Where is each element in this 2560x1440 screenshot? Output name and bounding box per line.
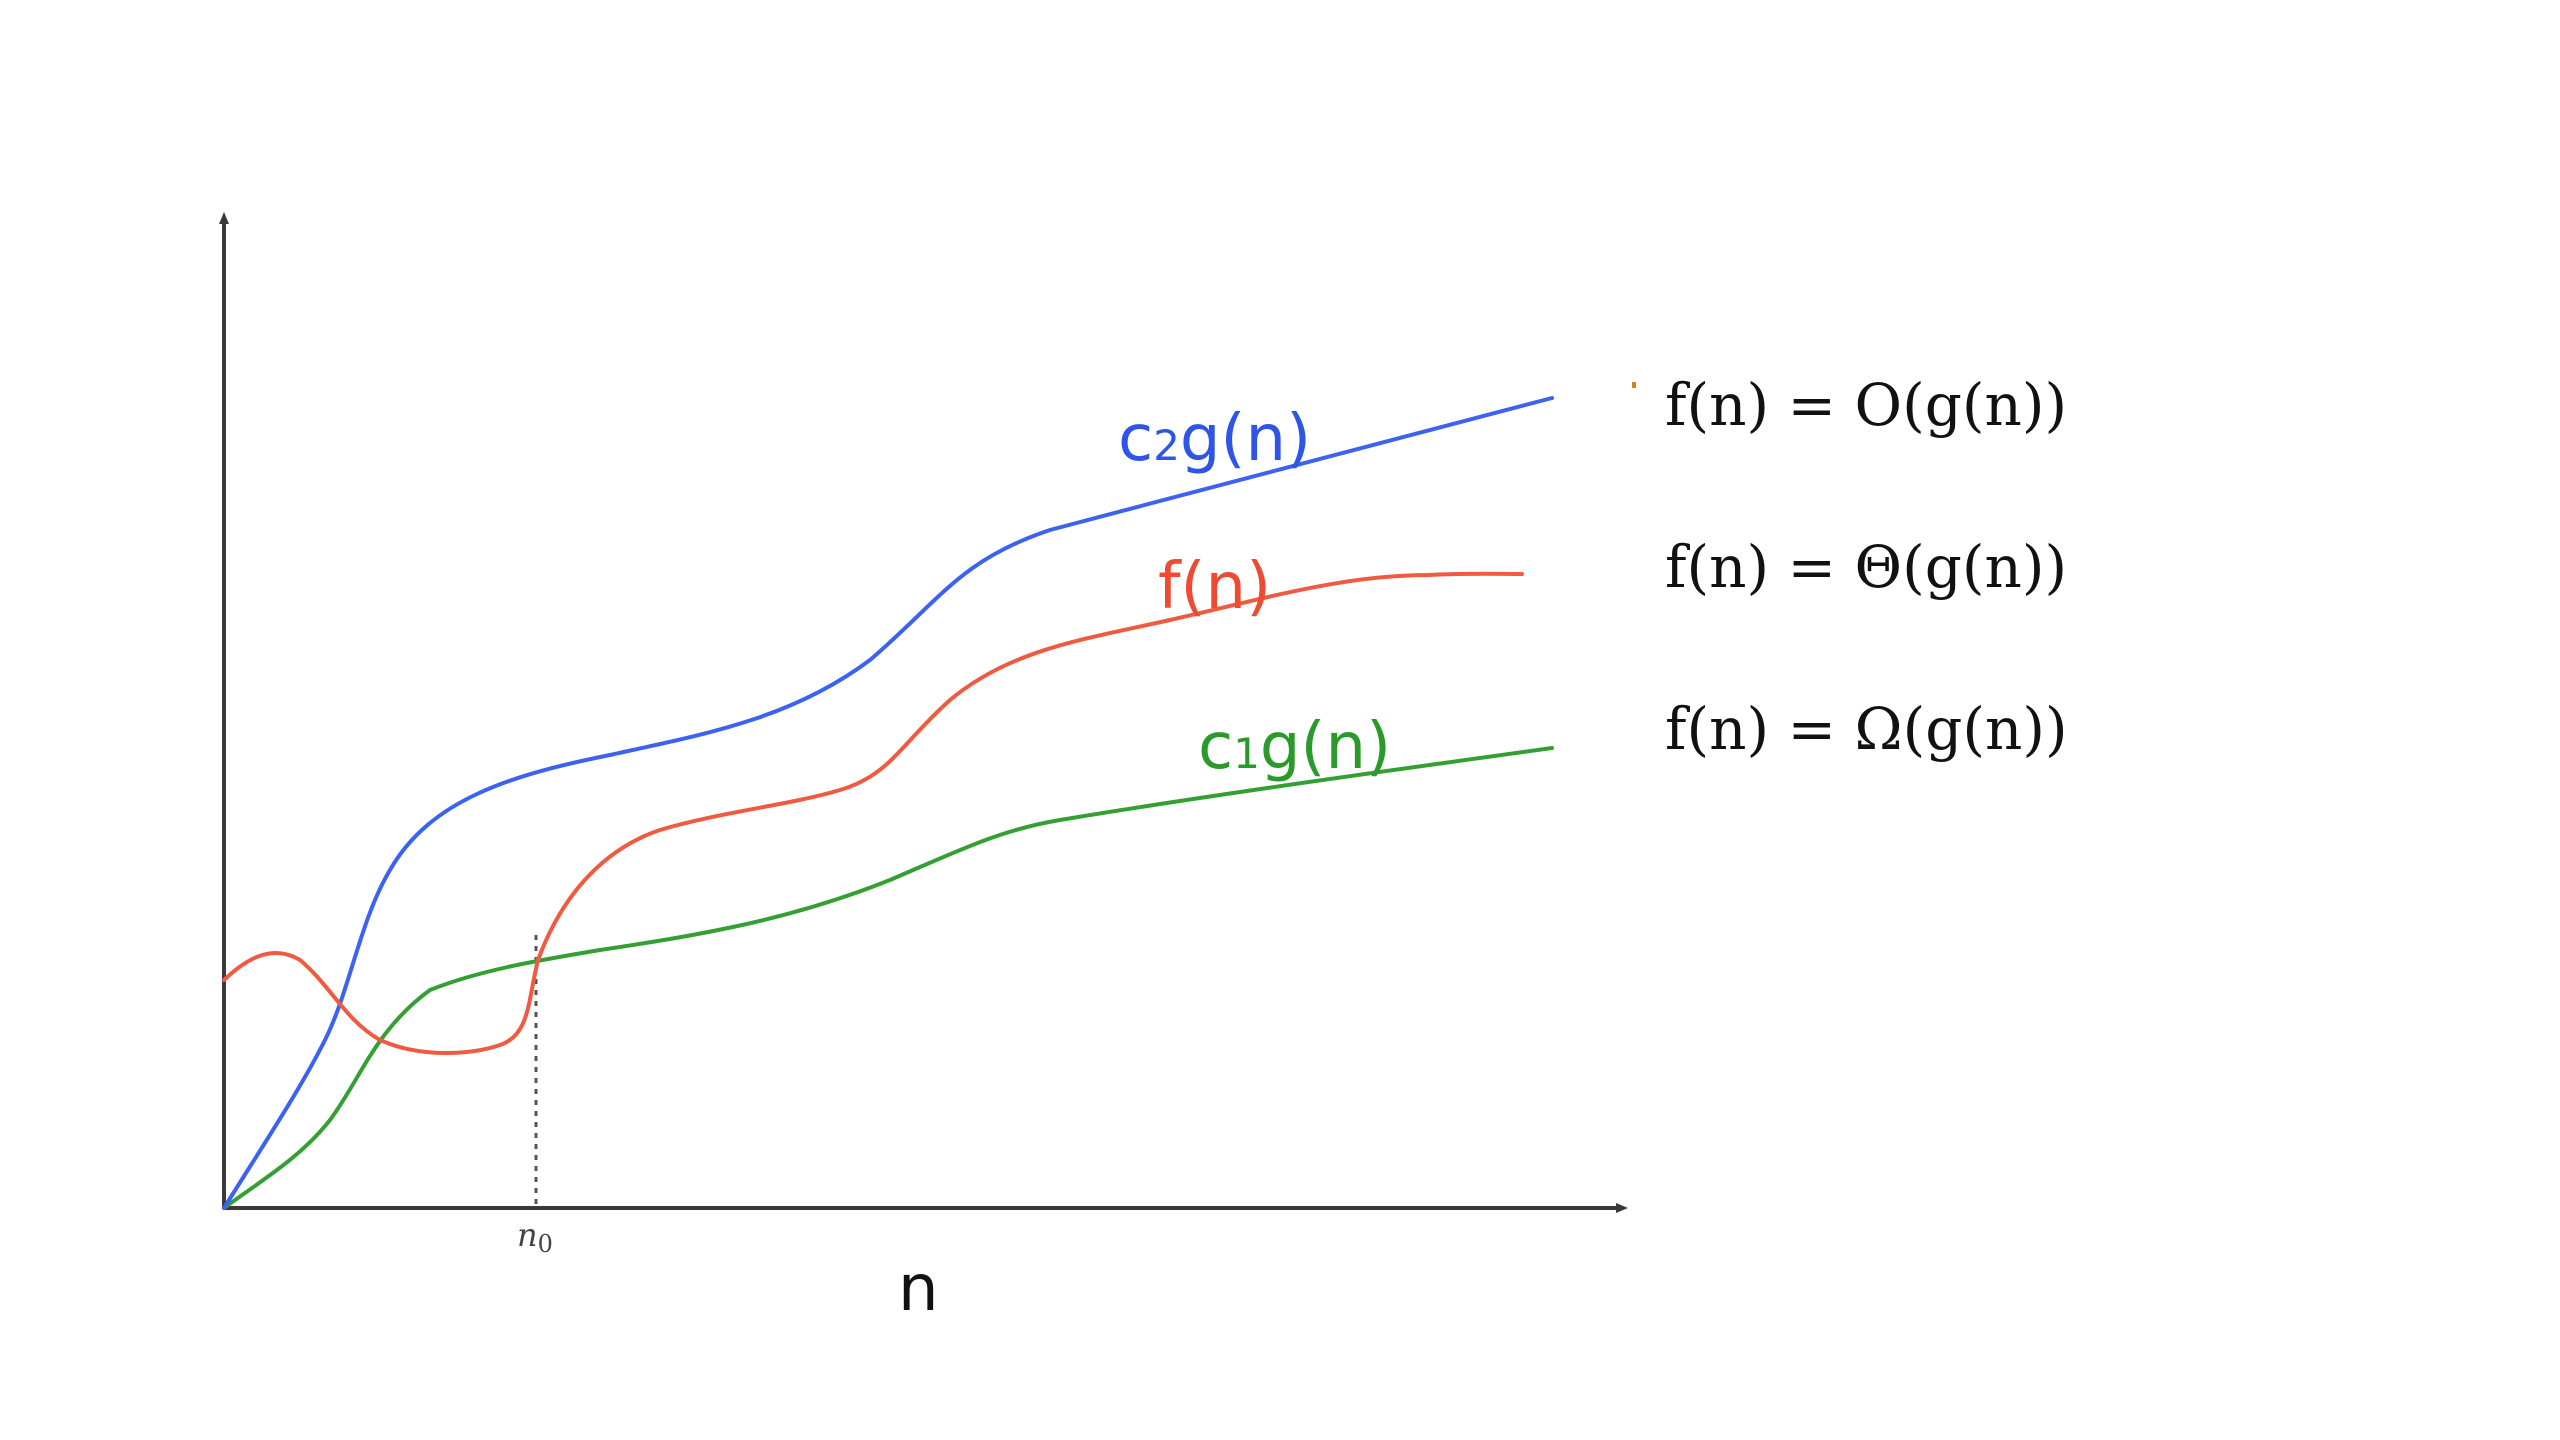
f-label: f(n) xyxy=(1158,550,1271,624)
c1g-label: c1g(n) xyxy=(1198,710,1391,784)
big-theta-equation: f(n) = Θ(g(n)) xyxy=(1665,533,2068,601)
stray-mark xyxy=(1632,382,1636,388)
c1g-curve xyxy=(222,746,1554,1210)
big-omega-equation: f(n) = Ω(g(n)) xyxy=(1665,695,2068,763)
x-axis-label: n xyxy=(898,1252,939,1326)
n0-tick-label: n0 xyxy=(517,1216,553,1258)
c2g-label: c2g(n) xyxy=(1118,402,1311,476)
f-curve xyxy=(222,571,1524,1055)
equations-panel: f(n) = O(g(n)) f(n) = Θ(g(n)) f(n) = Ω(g… xyxy=(1665,360,2225,846)
big-o-equation: f(n) = O(g(n)) xyxy=(1665,371,2068,439)
c2g-curve xyxy=(222,396,1554,1210)
